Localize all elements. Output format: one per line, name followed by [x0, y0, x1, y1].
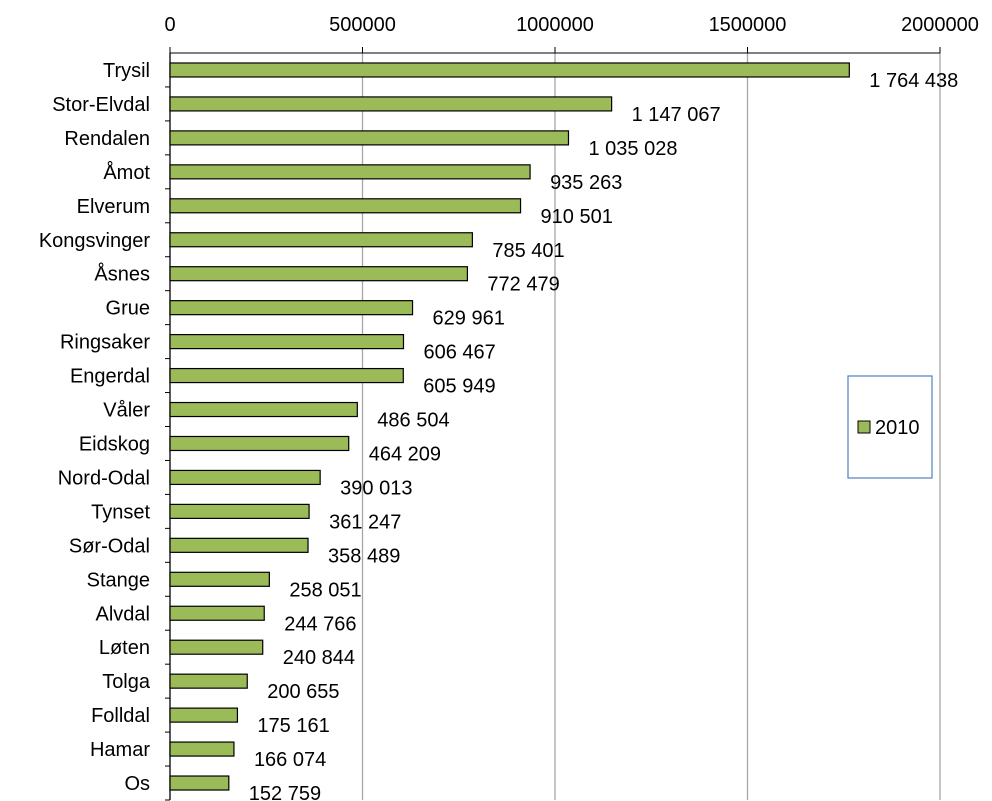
- bar-åsnes: [169, 266, 469, 282]
- bar-åmot: [169, 164, 531, 180]
- x-tick-label: 1000000: [516, 14, 594, 36]
- bar-os: [169, 775, 230, 791]
- bar-tolga: [169, 673, 248, 689]
- category-labels: Trysil Stor-Elvdal Rendalen Åmot Elverum Kong…: [39, 60, 170, 801]
- bar-stor-elvdal: [169, 96, 613, 112]
- bar-løten: [169, 639, 264, 655]
- bar-folldal: [169, 707, 239, 723]
- bar-alvdal: [169, 605, 265, 621]
- data-label: 390 013: [340, 477, 412, 499]
- category-label: Folldal: [91, 705, 150, 727]
- category-label: Alvdal: [96, 603, 150, 625]
- data-label: 629 961: [433, 308, 505, 330]
- category-label: Stor-Elvdal: [52, 94, 150, 116]
- data-label: 605 949: [423, 376, 495, 398]
- x-tick-label: 2000000: [901, 14, 979, 36]
- bar-eidskog: [169, 435, 350, 452]
- bar-våler: [169, 401, 358, 418]
- category-label: Løten: [99, 637, 150, 659]
- data-label: 1 035 028: [588, 138, 677, 160]
- bar-elverum: [169, 198, 522, 214]
- bar-sør-odal: [169, 537, 309, 553]
- data-label: 166 074: [254, 749, 326, 771]
- bar-grue: [169, 300, 414, 316]
- data-label: 1 147 067: [632, 104, 721, 126]
- data-label: 258 051: [289, 579, 361, 601]
- category-label: Engerdal: [70, 366, 150, 388]
- category-label: Grue: [106, 298, 150, 320]
- x-axis-ticks: 0 500000 1000000 1500000 2000000: [164, 14, 979, 54]
- bar-kongsvinger: [169, 232, 473, 248]
- data-label: 244 766: [284, 613, 356, 635]
- bar-nord-odal: [169, 469, 321, 486]
- category-label: Tynset: [91, 501, 150, 523]
- bar-rendalen: [169, 130, 570, 146]
- bar-tynset: [169, 503, 310, 519]
- bar-hamar: [169, 741, 235, 757]
- data-label: 152 759: [249, 783, 321, 801]
- category-label: Hamar: [90, 739, 150, 761]
- data-label: 772 479: [487, 274, 559, 296]
- data-label: 361 247: [329, 511, 401, 533]
- data-label: 486 504: [377, 410, 449, 432]
- data-label: 240 844: [283, 647, 355, 669]
- bar-engerdal: [169, 367, 404, 384]
- x-tick-label: 0: [164, 14, 175, 36]
- x-tick-label: 1500000: [709, 14, 787, 36]
- category-label: Trysil: [103, 60, 150, 82]
- category-label: Våler: [103, 400, 150, 422]
- x-tick-label: 500000: [329, 14, 396, 36]
- legend: 2010: [847, 375, 933, 479]
- category-label: Åmot: [103, 161, 150, 184]
- category-label: Ringsaker: [60, 332, 150, 354]
- category-label: Kongsvinger: [39, 230, 151, 252]
- data-label: 464 209: [369, 443, 441, 465]
- data-label: 606 467: [423, 342, 495, 364]
- category-label: Sør-Odal: [69, 535, 150, 557]
- data-label: 1 764 438: [869, 70, 958, 92]
- legend-label: 2010: [875, 417, 920, 439]
- legend-swatch: [857, 420, 871, 434]
- data-label: 785 401: [492, 240, 564, 262]
- data-label: 175 161: [257, 715, 329, 737]
- category-label: Åsnes: [94, 263, 150, 286]
- bars: [169, 62, 850, 791]
- data-label: 358 489: [328, 545, 400, 567]
- category-label: Rendalen: [64, 128, 150, 150]
- bar-stange: [169, 571, 270, 587]
- bar-trysil: [169, 62, 850, 78]
- data-label: 200 655: [267, 681, 339, 703]
- category-label: Os: [124, 773, 150, 795]
- category-label: Eidskog: [79, 433, 150, 455]
- bar-ringsaker: [169, 334, 405, 350]
- category-label: Nord-Odal: [58, 467, 150, 489]
- category-label: Elverum: [77, 196, 150, 218]
- data-label: 935 263: [550, 172, 622, 194]
- category-label: Tolga: [102, 671, 151, 693]
- data-label: 910 501: [541, 206, 613, 228]
- data-labels: 1 764 438 1 147 067 1 035 028 935 263 910 50…: [249, 70, 958, 801]
- category-label: Stange: [87, 569, 150, 591]
